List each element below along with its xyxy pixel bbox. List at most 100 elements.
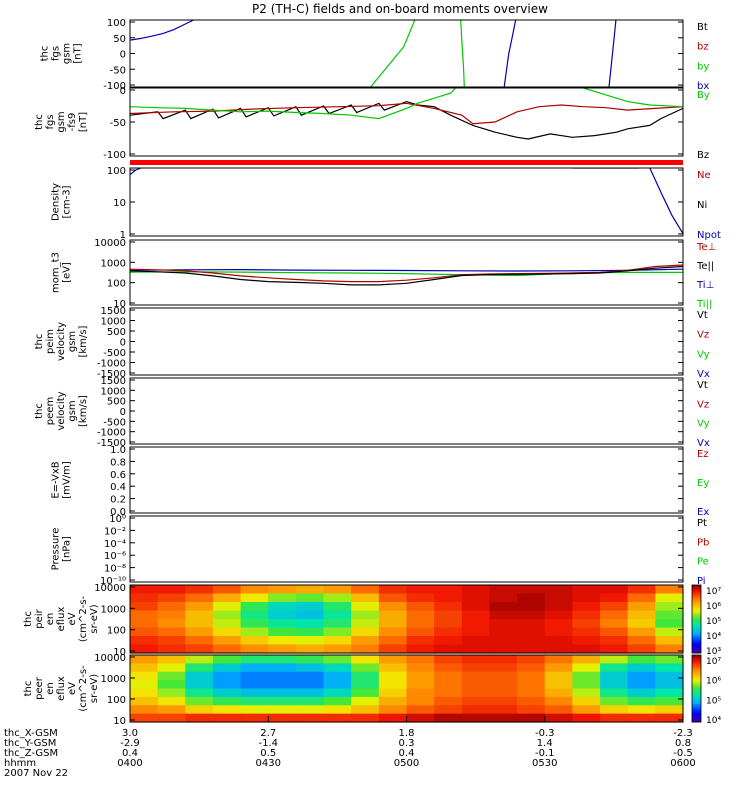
panel-peer_efflux: 10⁷ 10⁶ 10⁵ 10⁴ 10000 1000 100 10 thc peer en eflux…: [23, 653, 721, 727]
y-tick-label: 1000: [101, 258, 126, 269]
y-tick-label: 10⁻⁴: [104, 539, 126, 550]
heatmap-cell: [323, 713, 352, 723]
heatmap-cell: [461, 636, 491, 646]
heatmap-cell: [130, 636, 159, 646]
heatmap-cell: [544, 585, 573, 595]
heatmap-cell: [489, 627, 518, 637]
heatmap-cell: [517, 585, 546, 595]
legend-By: By: [697, 90, 710, 101]
heatmap-cell: [655, 663, 684, 673]
y-axis-label: gsm: [62, 43, 73, 64]
heatmap-cell: [240, 602, 269, 612]
heatmap-cell: [351, 627, 380, 637]
legend-Pt: Pt: [697, 518, 707, 529]
heatmap-cell: [489, 619, 518, 629]
heatmap-cell: [517, 655, 546, 664]
colorbar-segment: [692, 650, 701, 654]
y-tick-label: 10⁰: [109, 514, 126, 525]
heatmap-cell: [378, 610, 408, 620]
y-tick-label: -500: [103, 417, 126, 428]
colorbar-segment: [692, 697, 701, 701]
heatmap-cell: [655, 680, 684, 690]
heatmap-cell: [461, 602, 491, 612]
heatmap-cell: [600, 644, 629, 654]
heatmap-cell: [185, 713, 214, 723]
heatmap-cell: [295, 636, 325, 646]
y-axis-label: sr-eV): [89, 604, 100, 633]
heatmap-cell: [406, 585, 435, 595]
y-tick-label: 100: [107, 279, 126, 290]
colorbar-tick-label: 10³: [706, 647, 721, 657]
panel-frame: [129, 446, 684, 514]
colorbar-segment: [692, 585, 701, 588]
heatmap-cell: [600, 627, 629, 637]
heatmap-cell: [351, 705, 380, 715]
legend-Vt: Vt: [697, 310, 708, 321]
heatmap-cell: [185, 593, 214, 603]
legend-Vy: Vy: [697, 349, 710, 360]
heatmap-cell: [461, 688, 491, 698]
heatmap-cell: [212, 655, 242, 664]
heatmap-cell: [461, 671, 491, 681]
y-tick-label: 1000: [101, 317, 126, 328]
series-group: [130, 264, 683, 286]
colorbar-segment: [692, 589, 701, 593]
heatmap-cell: [406, 619, 435, 629]
heatmap-cell: [600, 713, 629, 723]
colorbar-segment: [692, 677, 701, 681]
heatmap-cell: [461, 619, 491, 629]
legend-bz: bz: [697, 42, 709, 53]
y-tick-label: 0: [120, 338, 126, 349]
legend-Vy: Vy: [697, 419, 710, 430]
y-axis-label: eV: [67, 682, 78, 695]
heatmap-cell: [212, 627, 242, 637]
heatmap-cell: [600, 688, 629, 698]
y-tick-label: 100: [107, 695, 126, 706]
heatmap-cell: [434, 627, 463, 637]
heatmap-cell: [572, 696, 601, 706]
heatmap-cell: [240, 636, 269, 646]
y-tick-label: -50: [110, 118, 126, 129]
heatmap-cell: [434, 610, 463, 620]
heatmap-cell: [268, 619, 297, 629]
heatmap-cell: [212, 680, 242, 690]
y-tick-label: 0: [120, 50, 126, 61]
heatmap-cell: [240, 593, 269, 603]
heatmap-cell: [268, 636, 297, 646]
y-axis-label: fgs: [45, 114, 56, 129]
y-axis-label: sr-eV): [89, 674, 100, 703]
heatmap-cell: [517, 680, 546, 690]
panel-frame: [129, 584, 684, 654]
heatmap-cell: [406, 593, 435, 603]
colorbar-segment: [692, 663, 701, 667]
heatmap-cell: [572, 619, 601, 629]
y-axis-label: eflux: [56, 607, 67, 632]
legend-Bz: Bz: [697, 150, 709, 161]
series-group: [130, 20, 617, 87]
heatmap-cell: [544, 644, 573, 654]
heatmap-cell: [600, 705, 629, 715]
heatmap-cell: [351, 610, 380, 620]
heatmap-cell: [406, 644, 435, 654]
heatmap-cell: [295, 619, 325, 629]
heatmap-cell: [627, 696, 656, 706]
colorbar-segment: [692, 655, 701, 658]
colorbar-segment: [692, 587, 701, 591]
heatmap-cell: [295, 671, 325, 681]
heatmap-cell: [517, 602, 546, 612]
heatmap-cell: [351, 713, 380, 723]
heatmap-cell: [323, 636, 352, 646]
heatmap-cell: [655, 585, 684, 595]
heatmap-cell: [406, 705, 435, 715]
heatmap-cell: [517, 610, 546, 620]
heatmap-cell: [212, 644, 242, 654]
heatmap-cell: [130, 593, 159, 603]
heatmap-cell: [489, 610, 518, 620]
heatmap-cell: [323, 705, 352, 715]
heatmap-cell: [212, 619, 242, 629]
heatmap-cell: [627, 636, 656, 646]
heatmap-cell: [351, 593, 380, 603]
separator-bar: [130, 160, 683, 165]
heatmap-cell: [434, 636, 463, 646]
